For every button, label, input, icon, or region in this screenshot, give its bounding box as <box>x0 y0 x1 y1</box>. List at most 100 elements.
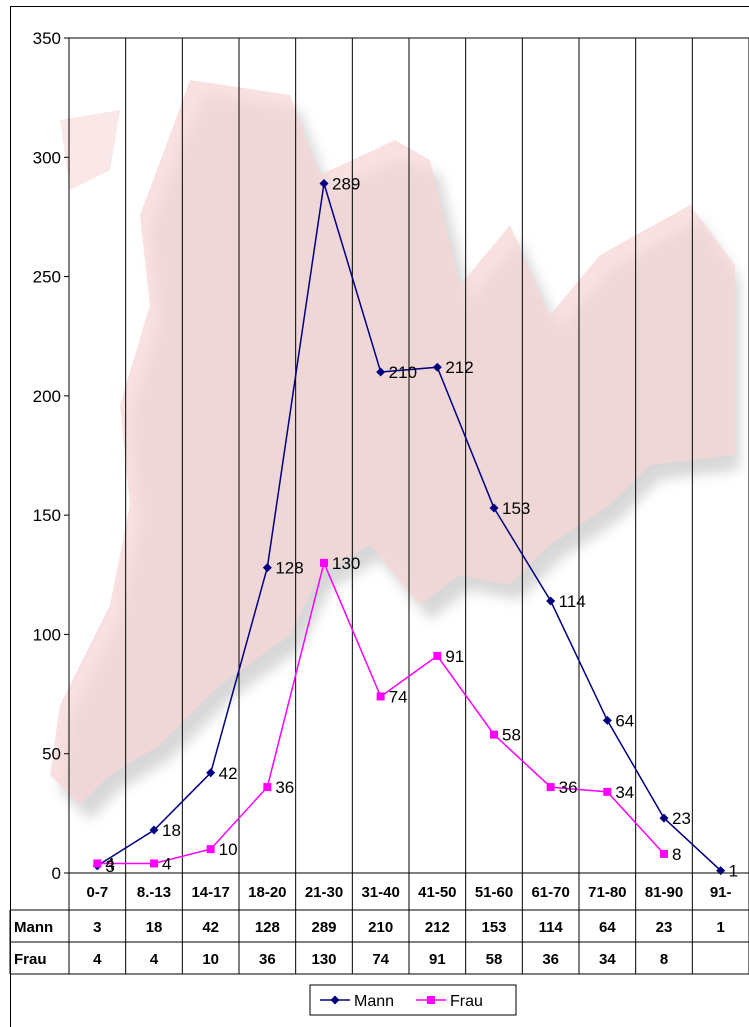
table-cell-frau: 10 <box>202 951 219 968</box>
marker-frau <box>320 558 328 567</box>
x-category-label: 81-90 <box>645 884 683 901</box>
table-cell-frau: 74 <box>372 951 389 968</box>
marker-frau <box>93 859 102 868</box>
table-cell-mann: 18 <box>146 919 163 936</box>
legend-marker-mann <box>330 995 340 1005</box>
marker-frau <box>263 783 272 792</box>
marker-frau <box>376 692 385 701</box>
data-label-frau: 10 <box>219 840 238 859</box>
legend: Mann Frau <box>309 984 517 1016</box>
x-category-label: 14-17 <box>191 884 229 901</box>
data-label-mann: 153 <box>502 499 530 518</box>
y-tick-label: 200 <box>33 387 61 406</box>
x-category-label: 71-80 <box>588 884 626 901</box>
data-label-frau: 8 <box>672 845 681 864</box>
y-tick-label: 100 <box>33 625 61 644</box>
legend-marker-frau <box>427 996 435 1004</box>
legend-label-mann: Mann <box>354 993 394 1010</box>
marker-mann <box>319 179 329 189</box>
table-cell-frau: 36 <box>259 951 276 968</box>
data-label-frau: 130 <box>332 554 360 573</box>
data-label-mann: 3 <box>105 857 114 876</box>
data-label-mann: 128 <box>275 559 303 578</box>
x-category-label: 0-7 <box>86 884 108 901</box>
data-label-frau: 58 <box>502 726 521 745</box>
legend-label-frau: Frau <box>450 993 483 1010</box>
y-tick-label: 50 <box>42 745 61 764</box>
table-cell-mann: 114 <box>539 919 564 936</box>
data-label-mann: 212 <box>445 358 473 377</box>
vertical-gridlines <box>68 38 749 873</box>
marker-frau <box>490 730 498 739</box>
series-markers <box>92 179 726 876</box>
table-cell-mann: 23 <box>656 919 673 936</box>
marker-mann <box>659 813 669 823</box>
marker-mann <box>546 596 556 606</box>
data-labels: 3 18 42 128 289 210 212 153 114 64 23 1 4 4 10 36 130 74 9… <box>105 175 738 881</box>
data-label-mann: 1 <box>729 862 738 881</box>
marker-frau <box>603 787 612 796</box>
marker-mann <box>489 503 499 513</box>
table-cell-frau: 91 <box>429 951 446 968</box>
data-label-frau: 36 <box>275 778 294 797</box>
table-cell-mann: 289 <box>311 919 336 936</box>
data-label-mann: 18 <box>162 821 181 840</box>
data-label-frau: 4 <box>105 854 114 873</box>
background-map-watermark <box>50 80 740 820</box>
y-tick-label: 150 <box>33 506 61 525</box>
table-cell-mann: 42 <box>202 919 219 936</box>
data-label-mann: 289 <box>332 175 360 194</box>
marker-mann <box>262 563 272 573</box>
data-label-frau: 36 <box>559 778 578 797</box>
marker-mann <box>206 768 216 778</box>
marker-frau <box>433 651 442 660</box>
y-tick-label: 300 <box>33 148 61 167</box>
x-category-label: 91- <box>710 884 732 901</box>
table-cell-mann: 1 <box>716 919 724 936</box>
table-cell-frau: 34 <box>599 951 616 968</box>
data-label-mann: 23 <box>672 809 691 828</box>
table-row-label-frau: Frau <box>14 951 47 968</box>
table-cell-frau: 8 <box>660 951 668 968</box>
x-category-label: 51-60 <box>475 884 513 901</box>
x-category-label: 41-50 <box>418 884 456 901</box>
marker-mann <box>432 362 442 372</box>
y-tick-label: 250 <box>33 268 61 287</box>
data-label-mann: 42 <box>219 764 238 783</box>
x-category-label: 31-40 <box>361 884 399 901</box>
x-category-label: 8.-13 <box>137 884 171 901</box>
table-cell-mann: 153 <box>481 919 506 936</box>
data-label-frau: 4 <box>162 854 171 873</box>
marker-frau <box>150 859 158 868</box>
table-cell-mann: 210 <box>368 919 393 936</box>
data-label-frau: 34 <box>615 783 634 802</box>
y-tick-label: 0 <box>52 864 61 883</box>
chart-border <box>10 6 749 1027</box>
data-table: 0-7 8.-13 14-17 18-20 21-30 31-40 41-50 51-60 61… <box>9 872 749 975</box>
table-cell-frau: 130 <box>311 951 336 968</box>
table-cell-mann: 212 <box>425 919 450 936</box>
marker-mann <box>376 367 386 377</box>
series-line-mann <box>96 183 722 872</box>
x-category-label: 21-30 <box>305 884 343 901</box>
table-cell-mann: 64 <box>599 919 616 936</box>
data-label-mann: 210 <box>389 363 417 382</box>
x-category-label: 18-20 <box>248 884 286 901</box>
marker-frau <box>206 845 215 854</box>
data-label-frau: 91 <box>445 647 464 666</box>
table-cell-frau: 4 <box>150 951 159 968</box>
marker-frau <box>546 783 555 792</box>
table-cell-mann: 3 <box>93 919 101 936</box>
table-cell-frau: 4 <box>93 951 102 968</box>
x-category-label: 61-70 <box>531 884 569 901</box>
data-label-frau: 74 <box>389 687 408 706</box>
marker-frau <box>660 849 668 858</box>
y-tick-label: 350 <box>33 29 61 48</box>
table-cell-mann: 128 <box>255 919 280 936</box>
data-label-mann: 114 <box>559 592 586 611</box>
table-cell-frau: 36 <box>542 951 559 968</box>
marker-mann <box>602 715 612 725</box>
y-axis: 0 50 100 150 200 250 300 350 <box>33 29 70 883</box>
